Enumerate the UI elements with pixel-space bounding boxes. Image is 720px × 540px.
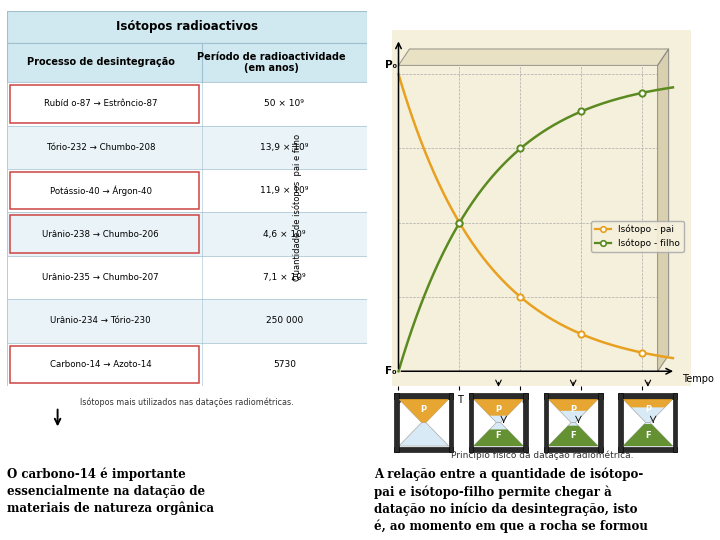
Bar (7, 343, 367, 386)
Text: Tório-232 → Chumbo-208: Tório-232 → Chumbo-208 (47, 143, 155, 152)
Text: Potássio-40 → Árgon-40: Potássio-40 → Árgon-40 (50, 185, 152, 196)
Bar (673, 393, 678, 452)
Polygon shape (548, 399, 598, 422)
Bar (10, 172, 199, 210)
Text: Processo de desintegração: Processo de desintegração (27, 57, 175, 68)
Polygon shape (657, 49, 669, 372)
Text: Urânio-235 → Chumbo-207: Urânio-235 → Chumbo-207 (42, 273, 159, 282)
Bar (7, 212, 367, 256)
Polygon shape (548, 422, 598, 446)
Text: O carbono-14 é importante
essencialmente na datação de
materiais de natureza org: O carbono-14 é importante essencialmente… (7, 468, 215, 515)
Bar (394, 447, 454, 452)
Polygon shape (548, 399, 598, 411)
Bar (10, 215, 199, 253)
Bar (7, 125, 367, 169)
Text: Urânio-234 → Tório-230: Urânio-234 → Tório-230 (50, 316, 151, 326)
Bar (469, 393, 474, 452)
Bar (7, 43, 367, 82)
Bar (449, 393, 454, 452)
Text: 7,1 × 10⁹: 7,1 × 10⁹ (263, 273, 306, 282)
Bar (618, 447, 678, 452)
Bar (523, 393, 528, 452)
Polygon shape (474, 399, 523, 422)
Legend: Isótopo - pai, Isótopo - filho: Isótopo - pai, Isótopo - filho (591, 221, 684, 252)
Polygon shape (623, 422, 673, 446)
Text: Tempo: Tempo (682, 374, 714, 384)
Polygon shape (399, 399, 449, 422)
Bar (618, 393, 678, 399)
Bar (10, 346, 199, 383)
Text: 13,9 × 10⁹: 13,9 × 10⁹ (260, 143, 309, 152)
Text: A relação entre a quantidade de isótopo-
pai e isótopo-filho permite chegar à
da: A relação entre a quantidade de isótopo-… (374, 468, 648, 533)
Text: Isótopos radioactivos: Isótopos radioactivos (116, 21, 258, 33)
Polygon shape (474, 422, 523, 446)
Polygon shape (474, 399, 523, 416)
Bar (10, 85, 199, 123)
Text: Período de radioactividade
(em anos): Período de radioactividade (em anos) (197, 52, 346, 73)
Text: F: F (645, 431, 651, 440)
Bar (544, 393, 603, 399)
Bar (394, 393, 454, 399)
Text: 250 000: 250 000 (266, 316, 303, 326)
Bar (7, 11, 367, 43)
Bar (394, 393, 399, 452)
Text: Rubíd o-87 → Estrôncio-87: Rubíd o-87 → Estrôncio-87 (44, 99, 158, 109)
Polygon shape (623, 399, 673, 407)
Text: Carbono-14 → Azoto-14: Carbono-14 → Azoto-14 (50, 360, 152, 369)
Polygon shape (474, 429, 523, 446)
Text: P: P (570, 405, 576, 414)
Text: Quantidade de isótopos  pai e filho: Quantidade de isótopos pai e filho (292, 134, 302, 281)
Polygon shape (548, 426, 598, 446)
Bar (469, 447, 528, 452)
Bar (544, 447, 603, 452)
Text: 11,9 × 10⁹: 11,9 × 10⁹ (260, 186, 309, 195)
Text: P₀: P₀ (385, 60, 397, 70)
Text: P: P (420, 405, 427, 414)
Text: P: P (645, 405, 651, 414)
Text: Isótopos mais utilizados nas datações radiométricas.: Isótopos mais utilizados nas datações ra… (81, 397, 294, 407)
Bar (598, 393, 603, 452)
Text: P: P (495, 405, 502, 414)
Bar (544, 393, 548, 452)
Bar (469, 393, 528, 399)
Bar (7, 82, 367, 125)
Text: 4,6 × 10⁹: 4,6 × 10⁹ (263, 230, 306, 239)
Bar (7, 169, 367, 212)
Text: 5730: 5730 (273, 360, 296, 369)
Bar (618, 393, 623, 452)
Text: Urânio-238 → Chumbo-206: Urânio-238 → Chumbo-206 (42, 230, 159, 239)
Polygon shape (623, 424, 673, 446)
Polygon shape (399, 422, 449, 446)
Polygon shape (398, 49, 669, 65)
Text: F: F (495, 431, 501, 440)
Bar (7, 256, 367, 299)
Text: F₀: F₀ (385, 366, 397, 376)
Text: Principio fisico da datação radiométrica.: Principio fisico da datação radiométrica… (451, 451, 633, 460)
Polygon shape (623, 399, 673, 422)
Polygon shape (399, 399, 449, 422)
Text: F: F (570, 431, 576, 440)
Text: 50 × 10⁹: 50 × 10⁹ (264, 99, 305, 109)
Bar (7, 299, 367, 343)
